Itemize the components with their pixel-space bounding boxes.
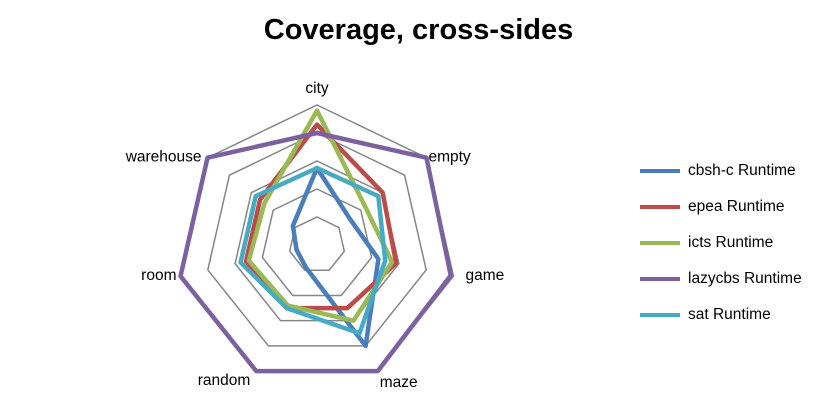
legend: cbsh-c Runtime epea Runtime icts Runtime la…	[640, 153, 802, 333]
series-line-epea	[243, 122, 399, 311]
axis-label-empty: empty	[428, 149, 470, 166]
series-line-lazycbs	[178, 130, 454, 374]
legend-swatch	[640, 169, 680, 173]
legend-item: icts Runtime	[640, 225, 802, 261]
series-line-sat	[238, 165, 388, 336]
legend-label: icts Runtime	[688, 234, 774, 251]
legend-swatch	[640, 313, 680, 317]
axis-label-room: room	[141, 267, 176, 284]
legend-swatch	[640, 205, 680, 209]
axis-label-game: game	[465, 267, 504, 284]
legend-label: cbsh-c Runtime	[688, 162, 796, 179]
legend-item: sat Runtime	[640, 297, 802, 333]
axis-label-city: city	[305, 80, 329, 97]
legend-swatch	[640, 277, 680, 281]
grid-ring-1	[288, 216, 346, 271]
axis-label-warehouse: warehouse	[125, 149, 202, 166]
chart-title: Coverage, cross-sides	[263, 14, 574, 46]
grid-ring-4	[206, 132, 428, 347]
legend-item: cbsh-c Runtime	[640, 153, 802, 189]
grid-ring-2	[261, 188, 373, 297]
legend-label: lazycbs Runtime	[688, 270, 802, 287]
grid-ring-5	[179, 104, 455, 372]
legend-item: epea Runtime	[640, 189, 802, 225]
legend-label: epea Runtime	[688, 198, 785, 215]
axis-label-random: random	[198, 372, 251, 389]
legend-item: lazycbs Runtime	[640, 261, 802, 297]
axis-label-maze: maze	[380, 374, 418, 391]
series-line-icts	[246, 108, 395, 323]
legend-label: sat Runtime	[688, 306, 771, 323]
legend-swatch	[640, 241, 680, 245]
